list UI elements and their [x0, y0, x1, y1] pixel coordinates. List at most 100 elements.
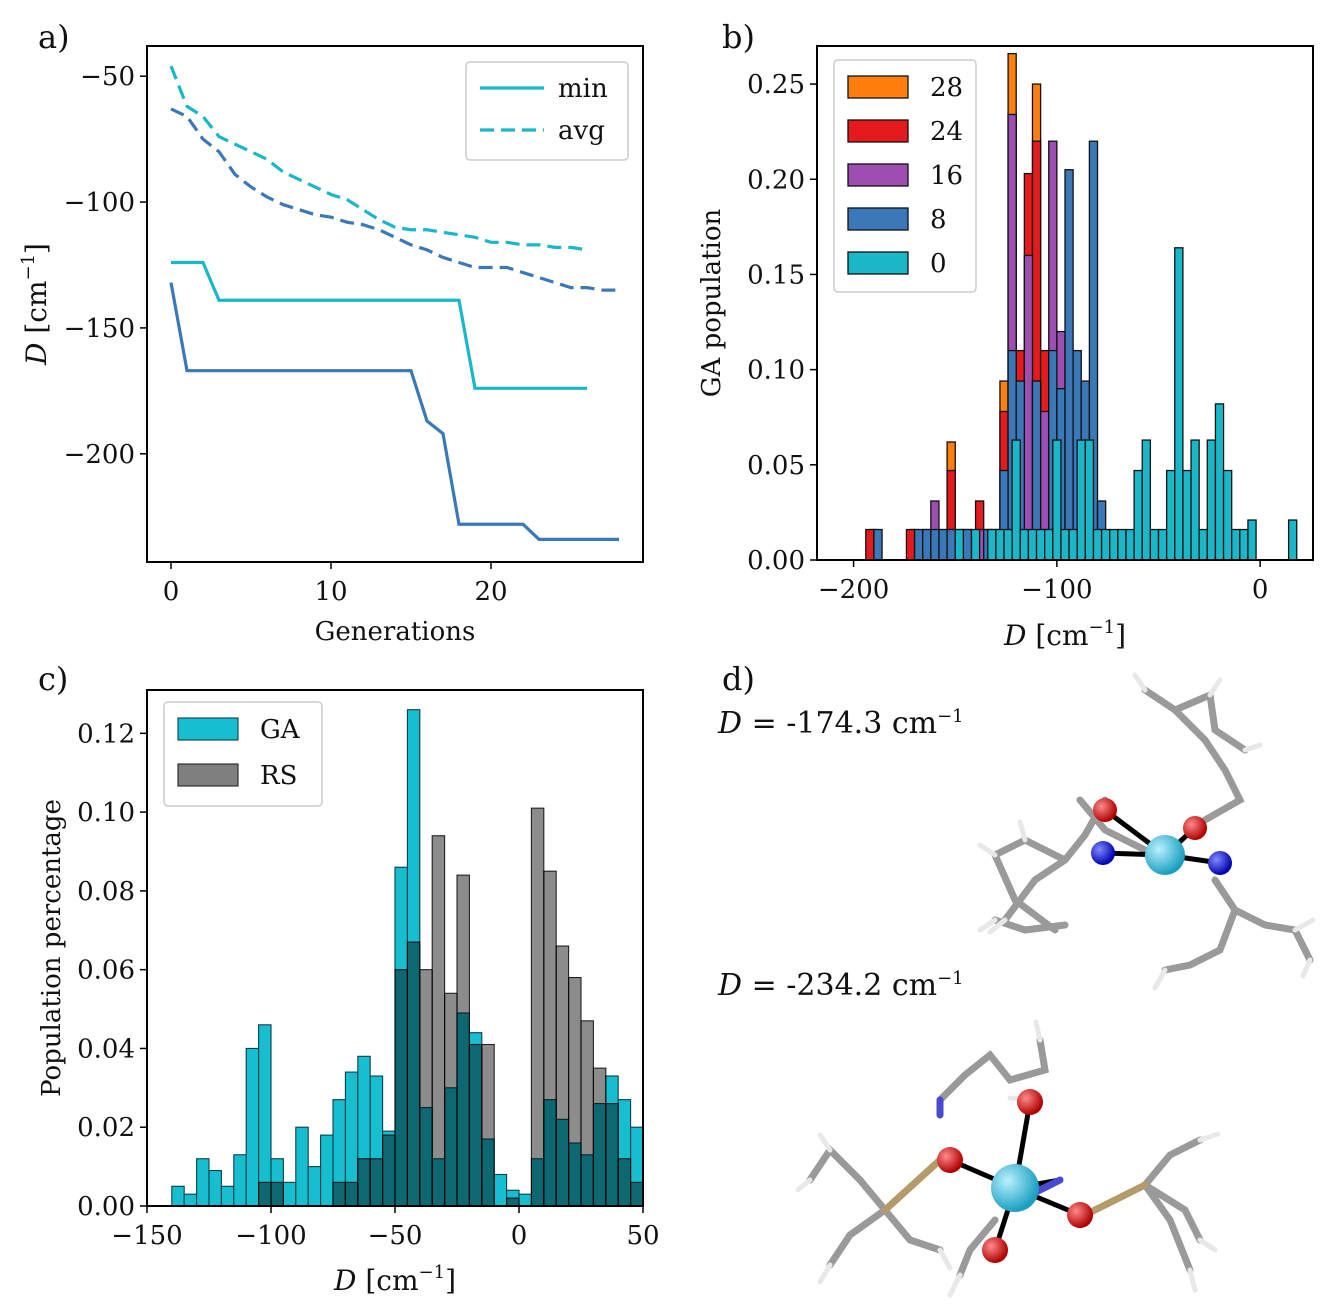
- bar-RS: [270, 1181, 284, 1207]
- legend-swatch-0: [847, 251, 909, 275]
- legend-swatch-GA: [177, 717, 239, 741]
- bar-GA: [282, 1181, 297, 1207]
- y-tick-label: 0.04: [77, 1034, 135, 1064]
- bar-RS: [568, 976, 582, 1207]
- x-tick-label: −100: [235, 1221, 306, 1251]
- bar-RS: [617, 1158, 632, 1207]
- bar-RS: [357, 1158, 371, 1207]
- legend-label-28: 28: [930, 73, 963, 103]
- bar-RS: [332, 1181, 346, 1207]
- d-value-1: = -174.3 cm: [742, 706, 938, 741]
- panel-label-b: b): [722, 18, 755, 56]
- bar-0: [970, 528, 981, 561]
- y-tick-label: 0.00: [77, 1192, 135, 1222]
- bar-RS: [394, 969, 408, 1207]
- panel-label-d: d): [722, 660, 755, 698]
- bar-0: [1068, 528, 1078, 561]
- bar-RS: [369, 1158, 384, 1207]
- bar-0: [1092, 528, 1103, 561]
- bar-RS: [506, 1197, 520, 1207]
- legend-swatch-RS: [177, 763, 239, 787]
- bar-0: [1239, 528, 1249, 561]
- x-axis-label: Generations: [315, 617, 476, 647]
- legend-label-avg: avg: [558, 116, 605, 146]
- bar-0: [1287, 519, 1298, 561]
- bar-0: [1109, 528, 1119, 561]
- y-tick-label: 0.10: [77, 798, 135, 828]
- bar-GA: [220, 1185, 235, 1207]
- bar-RS: [605, 1103, 619, 1207]
- bar-8: [873, 528, 883, 561]
- bar-GA: [518, 1193, 532, 1207]
- bar-RS: [530, 807, 545, 1207]
- d-var-2: D: [718, 968, 743, 1003]
- legend-swatch-24: [847, 119, 909, 143]
- bar-0: [1157, 528, 1168, 561]
- chart-b-ga-population-histogram: −200 −100 0 0.00 0.05 0.10 0.15 0.20 0.25 D [cm−1…: [697, 45, 1314, 652]
- bar-RS: [419, 969, 433, 1207]
- molecule-1-render: [977, 672, 1316, 991]
- bar-0: [1174, 247, 1184, 561]
- legend-swatch-28: [847, 75, 909, 99]
- panel-label-c: c): [38, 660, 69, 698]
- y-tick-label: −200: [64, 440, 135, 470]
- bar-GA: [171, 1185, 185, 1207]
- x-tick-label: 0: [1252, 575, 1269, 605]
- y-axis-label: Population percentage: [37, 799, 67, 1097]
- bar-0: [1076, 439, 1086, 561]
- bar-0: [1019, 528, 1030, 561]
- d-var-1: D: [718, 706, 743, 741]
- bar-0: [995, 528, 1005, 561]
- bar-GA: [233, 1154, 247, 1207]
- y-tick-label: 0.10: [747, 356, 805, 386]
- bar-0: [1060, 528, 1070, 561]
- bar-0: [987, 528, 997, 561]
- x-axis-label: D [cm−1]: [333, 1262, 456, 1297]
- bar-0: [1247, 519, 1257, 561]
- legend-label-24: 24: [930, 117, 963, 147]
- bar-RS: [555, 945, 570, 1207]
- bar-RS: [580, 1020, 594, 1207]
- bar-GA: [307, 1166, 322, 1207]
- y-tick-label: 0.02: [77, 1113, 135, 1143]
- x-tick-label: −200: [818, 575, 889, 605]
- bar-RS: [431, 835, 446, 1207]
- bar-16: [1023, 254, 1034, 561]
- bar-RS: [344, 1181, 359, 1207]
- line-series-2: [169, 65, 588, 252]
- y-axis-label: D [cm−1]: [18, 243, 53, 366]
- bar-0: [1206, 439, 1217, 561]
- bar-8: [930, 528, 940, 561]
- bar-RS: [406, 941, 421, 1207]
- y-axis-label: GA population: [697, 209, 727, 398]
- y-tick-label: 0.15: [747, 260, 805, 290]
- bar-RS: [630, 1181, 644, 1207]
- legend-swatch-8: [847, 207, 909, 231]
- bar-0: [1027, 528, 1038, 561]
- bar-RS: [592, 1067, 607, 1207]
- d-value-label-2: D = -234.2 cm−1: [718, 968, 964, 1003]
- plot-frame: [816, 45, 1314, 561]
- bar-RS: [444, 992, 458, 1207]
- legend-label-min: min: [558, 74, 608, 104]
- legend-label-RS: RS: [260, 761, 297, 791]
- x-tick-label: −150: [111, 1221, 182, 1251]
- y-tick-label: −100: [64, 188, 135, 218]
- bar-8: [946, 528, 956, 561]
- bar-0: [1231, 528, 1241, 561]
- bar-0: [1084, 439, 1095, 561]
- line-series-3: [169, 282, 619, 541]
- chart-c-population-percentage-histogram: −150 −100 −50 0 50 0.00 0.02 0.04 0.06 0.08 0.10 0.…: [37, 689, 660, 1297]
- x-tick-label: 0: [163, 577, 180, 607]
- d-unit-sup-2: −1: [937, 968, 964, 989]
- y-tick-label: 0.06: [77, 956, 135, 986]
- bar-0: [1149, 528, 1160, 561]
- bar-0: [1214, 403, 1225, 561]
- line-series-4: [170, 107, 619, 292]
- bar-0: [1003, 528, 1013, 561]
- bar-0: [1133, 469, 1143, 561]
- chart-a-generations-vs-d: 0 10 20 −50 −100 −150 −200 Generations D [cm−1] m…: [18, 45, 644, 647]
- bar-0: [1052, 439, 1062, 561]
- bar-0: [1222, 469, 1233, 561]
- x-tick-label: −50: [368, 1221, 423, 1251]
